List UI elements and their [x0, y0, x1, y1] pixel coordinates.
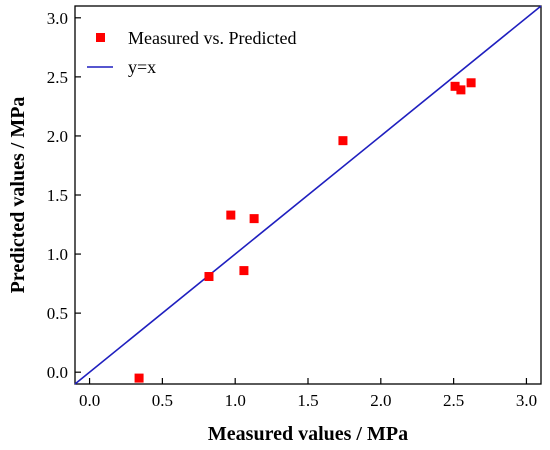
legend-marker-measured-vs-predicted	[96, 33, 105, 42]
y-axis-title: Predicted values / MPa	[7, 97, 29, 294]
data-point	[466, 78, 476, 88]
reference-line-series	[74, 5, 542, 385]
x-tick-label: 3.0	[516, 391, 537, 410]
x-tick-label: 2.5	[443, 391, 464, 410]
data-point	[249, 214, 259, 224]
data-point	[456, 85, 466, 95]
y-tick-label: 3.0	[47, 9, 68, 28]
data-point	[450, 81, 460, 91]
legend-label-measured-vs-predicted: Measured vs. Predicted	[128, 28, 296, 48]
x-tick-label: 0.5	[152, 391, 173, 410]
y-tick-label: 0.0	[47, 363, 68, 382]
x-tick-label: 2.0	[370, 391, 391, 410]
x-tick-label: 0.0	[79, 391, 100, 410]
x-axis-title: Measured values / MPa	[208, 423, 408, 445]
data-point	[204, 272, 214, 282]
y-tick-label: 2.0	[47, 127, 68, 146]
legend: Measured vs. Predicted y=x	[87, 28, 296, 77]
legend-label-y-equals-x: y=x	[128, 57, 156, 77]
y-tick-label: 2.5	[47, 68, 68, 87]
data-point	[226, 210, 236, 220]
x-tick-label: 1.5	[297, 391, 318, 410]
axis-ticks: 0.0 0.5 1.0 1.5 2.0 2.5 3.0 0.0 0.5 1.0 1.5 2.0 2.5 3…	[47, 9, 537, 410]
scatter-points-series	[134, 78, 476, 383]
y-tick-label: 1.5	[47, 186, 68, 205]
data-point	[338, 136, 348, 146]
y-equals-x-line	[74, 5, 542, 385]
data-point	[239, 266, 249, 276]
y-tick-label: 0.5	[47, 304, 68, 323]
data-point	[134, 373, 144, 383]
x-tick-label: 1.0	[225, 391, 246, 410]
y-tick-label: 1.0	[47, 245, 68, 264]
